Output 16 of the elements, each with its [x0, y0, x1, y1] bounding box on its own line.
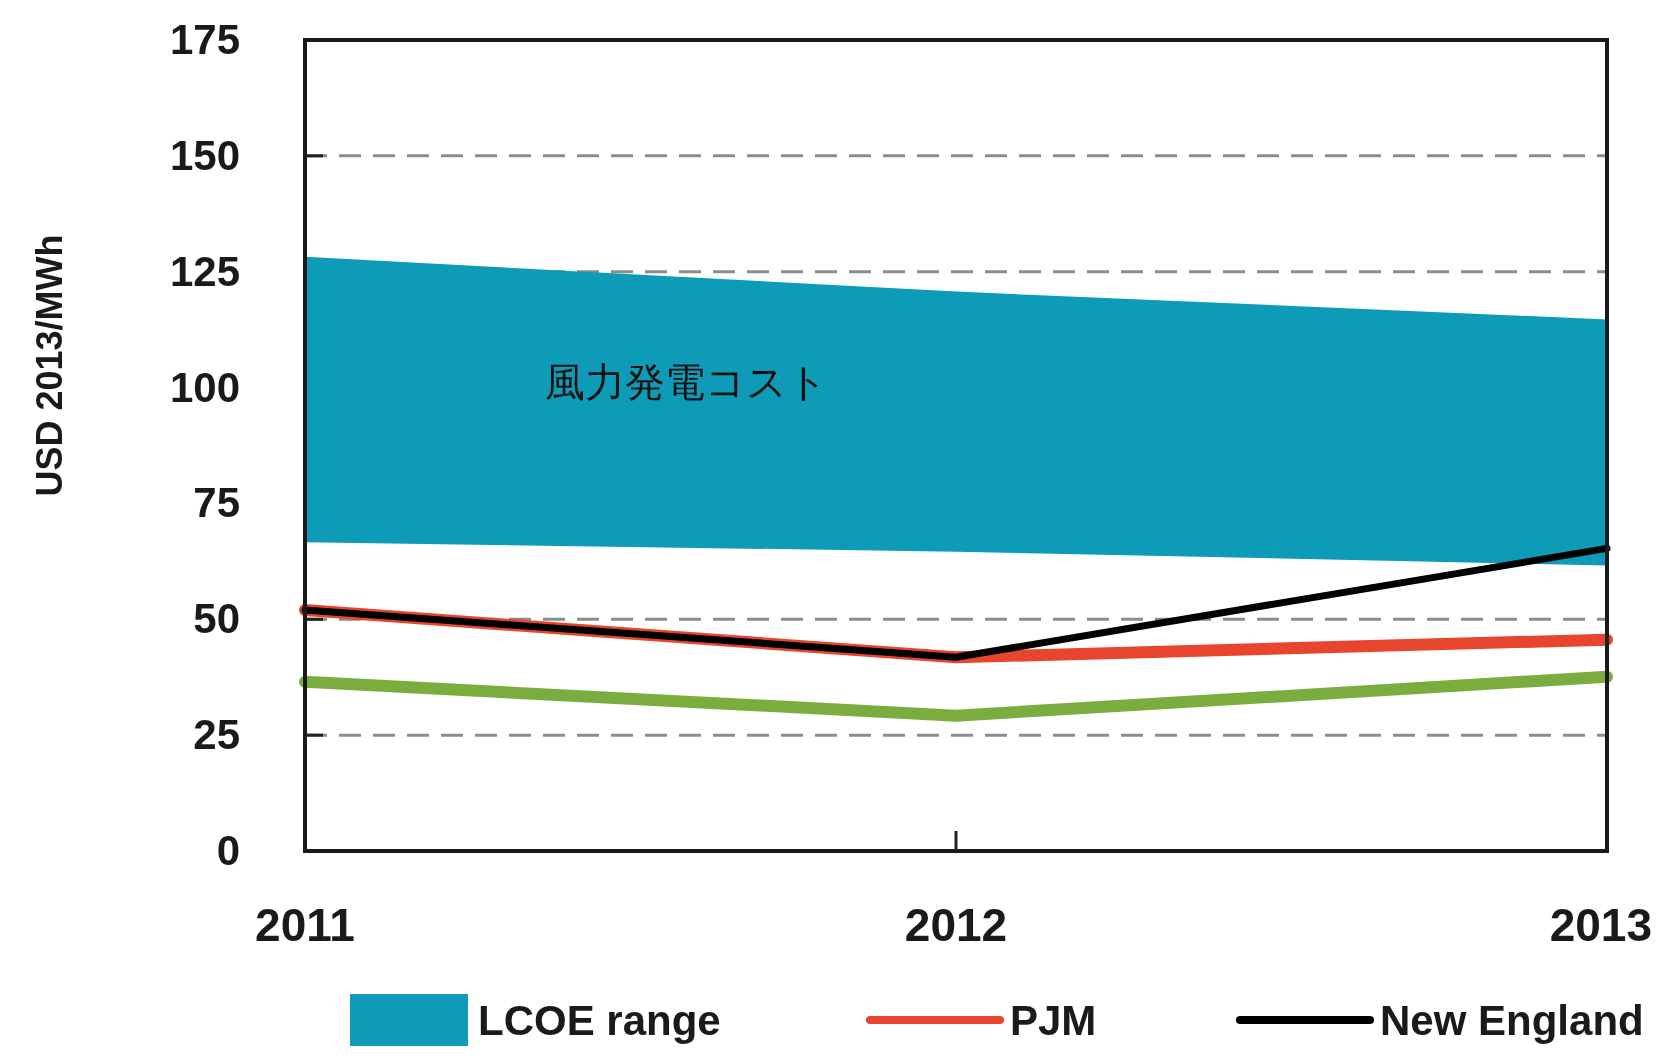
y-tick-label: 25	[193, 711, 240, 759]
legend-label: LCOE range	[478, 997, 721, 1044]
x-tick-label: 2012	[904, 899, 1008, 951]
y-tick-label: 125	[169, 247, 240, 295]
y-tick-label: 100	[169, 363, 240, 411]
y-tick-label: 150	[169, 131, 240, 179]
legend-label: PJM	[1010, 997, 1097, 1044]
annotation: 風力発電コスト	[545, 359, 828, 404]
y-axis-title: USD 2013/MWh	[29, 234, 70, 497]
y-tick-label: 50	[193, 595, 240, 643]
y-tick-label: 75	[193, 479, 240, 527]
x-tick-label: 2013	[1549, 899, 1652, 951]
y-tick-label: 0	[216, 827, 240, 874]
x-tick-label: 2011	[255, 899, 355, 951]
legend-label: New England	[1380, 997, 1644, 1044]
y-tick-label: 175	[169, 16, 240, 63]
